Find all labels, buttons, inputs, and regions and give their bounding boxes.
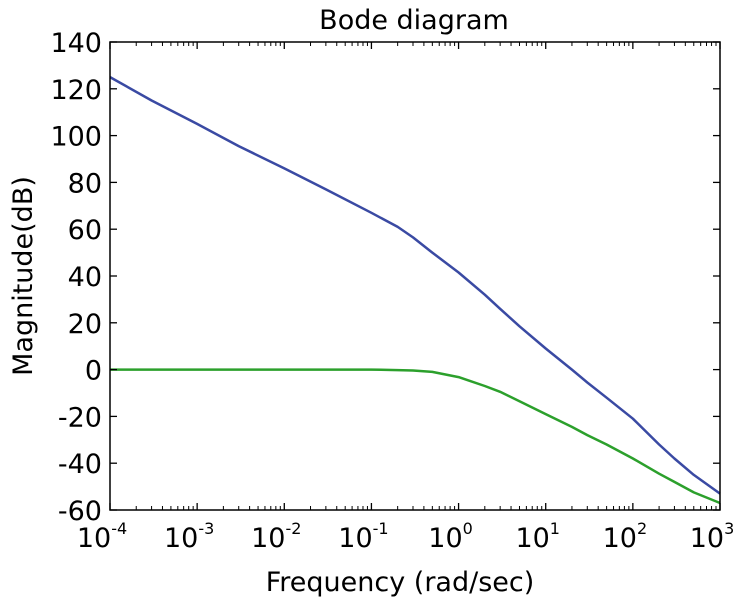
y-tick-label: -60 xyxy=(58,496,102,527)
x-tick-label: 103 xyxy=(690,519,735,554)
y-tick-label: -20 xyxy=(58,402,102,433)
x-tick-label: 10-2 xyxy=(251,519,301,554)
plot-frame xyxy=(109,41,721,511)
x-axis-label: Frequency (rad/sec) xyxy=(266,567,535,598)
y-tick-label: 20 xyxy=(68,309,102,340)
y-tick-label: 120 xyxy=(50,75,102,106)
y-tick-label: 60 xyxy=(68,215,102,246)
x-tick-label: 101 xyxy=(515,519,560,554)
y-axis-label: Magnitude(dB) xyxy=(8,176,39,376)
x-tick-label: 10-3 xyxy=(164,519,214,554)
y-tick-label: 140 xyxy=(50,28,102,59)
y-tick-label: 100 xyxy=(50,122,102,153)
series-line-2 xyxy=(110,368,721,505)
x-tick-label: 10-1 xyxy=(338,519,388,554)
y-tick-label: 40 xyxy=(68,262,102,293)
x-tick-label: 100 xyxy=(428,519,473,554)
series-line-1 xyxy=(109,76,721,495)
ticks-layer: 10-4 10-3 10-2 10-1 100 101 102 103 140 120 100 80 6… xyxy=(50,28,734,554)
y-tick-label: -40 xyxy=(58,449,102,480)
x-tick-label: 102 xyxy=(603,519,648,554)
chart-title: Bode diagram xyxy=(319,5,509,36)
series-layer xyxy=(109,76,721,505)
y-tick-label: 80 xyxy=(68,168,102,199)
y-tick-label: 0 xyxy=(85,356,102,387)
x-tick-label: 10-4 xyxy=(77,519,127,554)
